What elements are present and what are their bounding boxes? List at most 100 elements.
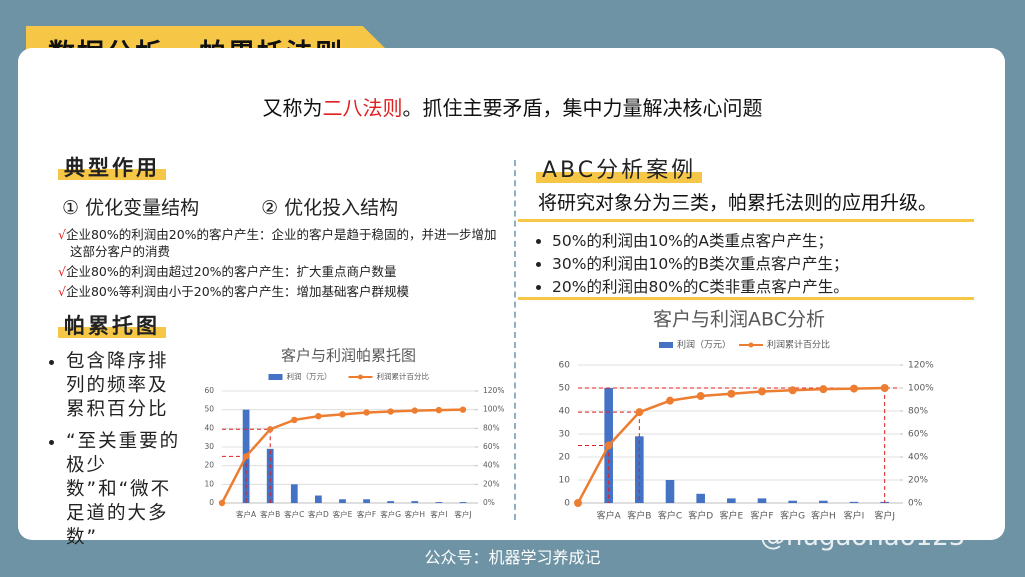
- x-tick-label: 客户A: [236, 509, 257, 519]
- heading: 典型作用: [58, 156, 166, 180]
- line-marker: [696, 392, 705, 401]
- x-tick-label: 客户A: [597, 510, 622, 522]
- y-tick-label: 60: [559, 361, 571, 371]
- line-marker: [266, 426, 274, 433]
- item: ② 优化投入结构: [261, 197, 399, 219]
- y2-tick-label: 40%: [483, 461, 500, 470]
- y2-tick-label: 20%: [483, 479, 500, 488]
- section-heading: 帕累托图: [58, 310, 166, 340]
- line-marker: [727, 389, 736, 398]
- x-tick-label: 客户C: [284, 509, 304, 519]
- y2-tick-label: 20%: [908, 476, 928, 486]
- y-tick-label: 0: [564, 499, 570, 509]
- bar: [757, 498, 767, 503]
- bar: [290, 484, 298, 503]
- rule: [518, 297, 974, 300]
- line-marker: [363, 409, 370, 416]
- chart-title: 客户与利润帕累托图: [281, 347, 416, 365]
- x-tick-label: 客户D: [308, 509, 329, 519]
- y-tick-label: 20: [204, 461, 214, 470]
- x-tick-label: 客户B: [627, 510, 651, 522]
- y2-tick-label: 0%: [483, 498, 495, 507]
- y-tick-label: 0: [209, 498, 214, 507]
- y2-tick-label: 60%: [908, 430, 928, 440]
- y2-tick-label: 80%: [483, 423, 500, 432]
- x-tick-label: 客户G: [380, 509, 401, 519]
- y2-tick-label: 60%: [483, 442, 500, 451]
- bar: [339, 499, 346, 503]
- y-tick-label: 20: [559, 453, 571, 463]
- y2-tick-label: 100%: [483, 405, 504, 414]
- rule: [518, 219, 974, 222]
- legend-label: 利润累计百分比: [377, 371, 430, 381]
- y2-tick-label: 40%: [908, 453, 928, 463]
- divider: [514, 160, 516, 520]
- bullet: 包含降序排列的频率及累积百分比: [66, 350, 182, 422]
- bar: [819, 500, 828, 503]
- line-marker: [218, 499, 226, 507]
- y-tick-label: 10: [559, 476, 571, 486]
- bar: [849, 501, 859, 503]
- bullet-list: 50%的利润由10%的A类重点客户产生； 30%的利润由10%的B类次重点客户产…: [518, 230, 849, 299]
- y-tick-label: 50: [204, 405, 214, 414]
- y2-tick-label: 100%: [908, 384, 934, 394]
- line-marker: [819, 385, 828, 394]
- line-marker: [315, 413, 322, 420]
- bar: [266, 448, 274, 503]
- bullet: “至关重要的极少数”和“微不足道的大多数”: [66, 430, 182, 550]
- y-tick-label: 40: [559, 407, 571, 417]
- bar: [788, 500, 797, 503]
- x-tick-label: 客户E: [333, 509, 353, 519]
- y2-tick-label: 0%: [908, 499, 923, 509]
- bar: [665, 480, 675, 503]
- heading: 帕累托图: [58, 314, 166, 338]
- line-marker: [291, 416, 298, 424]
- cumulative-line: [576, 386, 885, 504]
- subtitle-text: 又称为: [262, 96, 323, 120]
- line-marker: [604, 441, 613, 450]
- x-tick-label: 客户I: [844, 510, 865, 522]
- x-tick-label: 客户H: [811, 510, 836, 522]
- check-mark: √: [58, 284, 66, 299]
- bar: [411, 501, 419, 503]
- section-heading: ABC分析案例: [536, 152, 703, 184]
- line-marker: [635, 408, 644, 417]
- legend-swatch: [659, 342, 673, 348]
- bullet: 20%的利润由80%的C类非重点客户产生。: [552, 276, 849, 299]
- x-tick-label: 客户I: [430, 509, 447, 519]
- bullet: 50%的利润由10%的A类重点客户产生；: [552, 230, 849, 253]
- legend-label: 利润累计百分比: [767, 339, 830, 351]
- bullet-list: 包含降序排列的频率及累积百分比 “至关重要的极少数”和“微不足道的大多数”: [38, 350, 226, 558]
- x-tick-label: 客户B: [260, 509, 280, 519]
- line-marker: [574, 499, 582, 507]
- check-text: 企业80%的利润由20%的客户产生：企业的客户是趋于稳固的，并进一步增加这部分客…: [65, 227, 497, 259]
- bar: [696, 493, 705, 503]
- x-tick-label: 客户F: [750, 510, 773, 522]
- subtitle-text: 。抓住主要矛盾，集中力量解决核心问题: [402, 96, 763, 120]
- items: ① 优化变量结构 ② 优化投入结构: [62, 193, 460, 220]
- check-list: √ 企业80%的利润由20%的客户产生：企业的客户是趋于稳固的，并进一步增加这部分…: [58, 226, 498, 303]
- subtitle: 又称为二八法则。抓住主要矛盾，集中力量解决核心问题: [0, 92, 1025, 121]
- line-marker: [758, 387, 766, 396]
- line-marker: [666, 396, 674, 405]
- check-item: √企业80%的利润由20%的客户产生：企业的客户是趋于稳固的，并进一步增加这部分…: [58, 226, 498, 260]
- bullet: 30%的利润由10%的B类次重点客户产生；: [552, 253, 849, 276]
- y2-tick-label: 120%: [483, 386, 504, 395]
- section-heading: 典型作用: [58, 152, 166, 182]
- legend-swatch: [268, 374, 283, 380]
- bar: [435, 502, 443, 503]
- x-tick-label: 客户J: [454, 509, 471, 519]
- check-item: √企业80%的利润由超过20%的客户产生：扩大重点商户数量: [58, 263, 498, 280]
- y-tick-label: 40: [204, 423, 214, 432]
- check-item: √企业80%等利润由小于20%的客户产生：增加基础客户群规模: [58, 283, 498, 300]
- bar: [315, 495, 322, 503]
- line-marker: [880, 384, 889, 392]
- legend-label: 利润（万元）: [677, 339, 731, 351]
- check-text: 企业80%的利润由超过20%的客户产生：扩大重点商户数量: [65, 264, 397, 279]
- x-tick-label: 客户F: [357, 509, 376, 519]
- bar: [387, 501, 395, 503]
- line-marker: [339, 411, 346, 418]
- bar: [459, 502, 467, 503]
